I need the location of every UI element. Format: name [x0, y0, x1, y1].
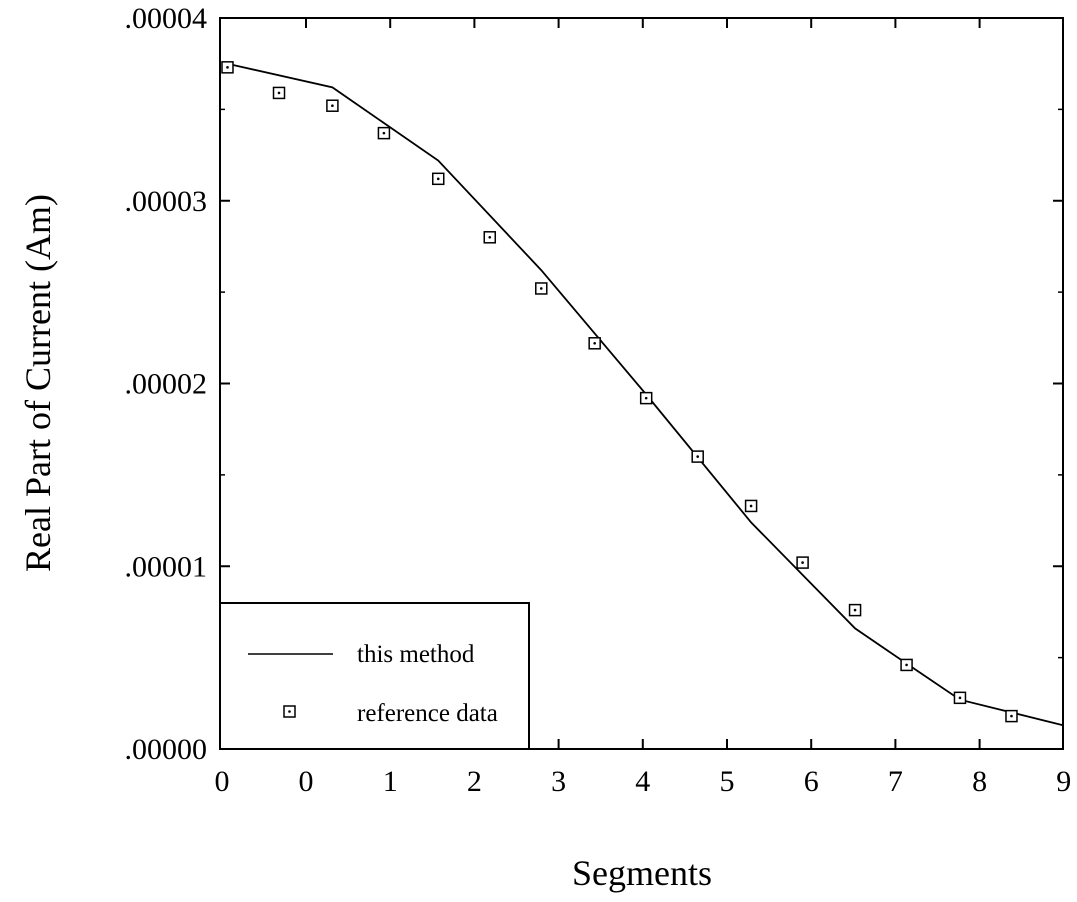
y-tick-label: .00003	[125, 185, 208, 218]
reference-data-point	[431, 172, 445, 186]
series-layer	[221, 61, 1064, 727]
reference-data-point	[535, 282, 548, 295]
x-tick-label: 2	[467, 765, 482, 798]
y-tick-label: .00001	[125, 550, 208, 583]
reference-data-point	[483, 231, 497, 244]
reference-data-point	[796, 556, 809, 569]
reference-data-point	[272, 86, 286, 100]
legend-box	[219, 602, 530, 750]
x-tick-label: 0	[299, 765, 314, 798]
y-axis: .00000 .00001 .00002 .00003 .00004	[125, 2, 1063, 766]
reference-data-point	[377, 126, 391, 140]
x-tick-label: 9	[1056, 765, 1071, 798]
x-tick-label: 1	[383, 765, 398, 798]
reference-data-point	[744, 499, 758, 513]
reference-data-point	[953, 691, 967, 705]
y-tick-label: .00000	[125, 733, 208, 766]
reference-data-point	[691, 450, 704, 463]
legend-label-reference-data: reference data	[357, 700, 498, 727]
x-tick-label: 3	[551, 765, 566, 798]
reference-data-point	[326, 99, 339, 112]
reference-data-point	[900, 658, 913, 672]
reference-data-point	[221, 61, 234, 74]
reference-data-point	[1005, 709, 1018, 723]
x-tick-label: 7	[888, 765, 903, 798]
legend-marker-swatch	[283, 705, 296, 718]
y-tick-label: .00004	[125, 2, 208, 35]
legend: this method reference data	[219, 602, 530, 750]
x-tick-label: 4	[635, 765, 650, 798]
x-tick-label: 8	[972, 765, 987, 798]
legend-label-this-method: this method	[357, 641, 475, 668]
reference-data-point	[639, 391, 653, 405]
x-tick-label: 5	[720, 765, 735, 798]
x-tick-label: 6	[804, 765, 819, 798]
y-tick-label: .00002	[125, 368, 208, 401]
x-axis-title: Segments	[572, 853, 712, 893]
reference-data-point	[848, 603, 862, 617]
y-axis-title: Real Part of Current (Am)	[18, 194, 58, 572]
x-tick-label: 0	[215, 765, 230, 798]
reference-data-point	[588, 337, 601, 350]
